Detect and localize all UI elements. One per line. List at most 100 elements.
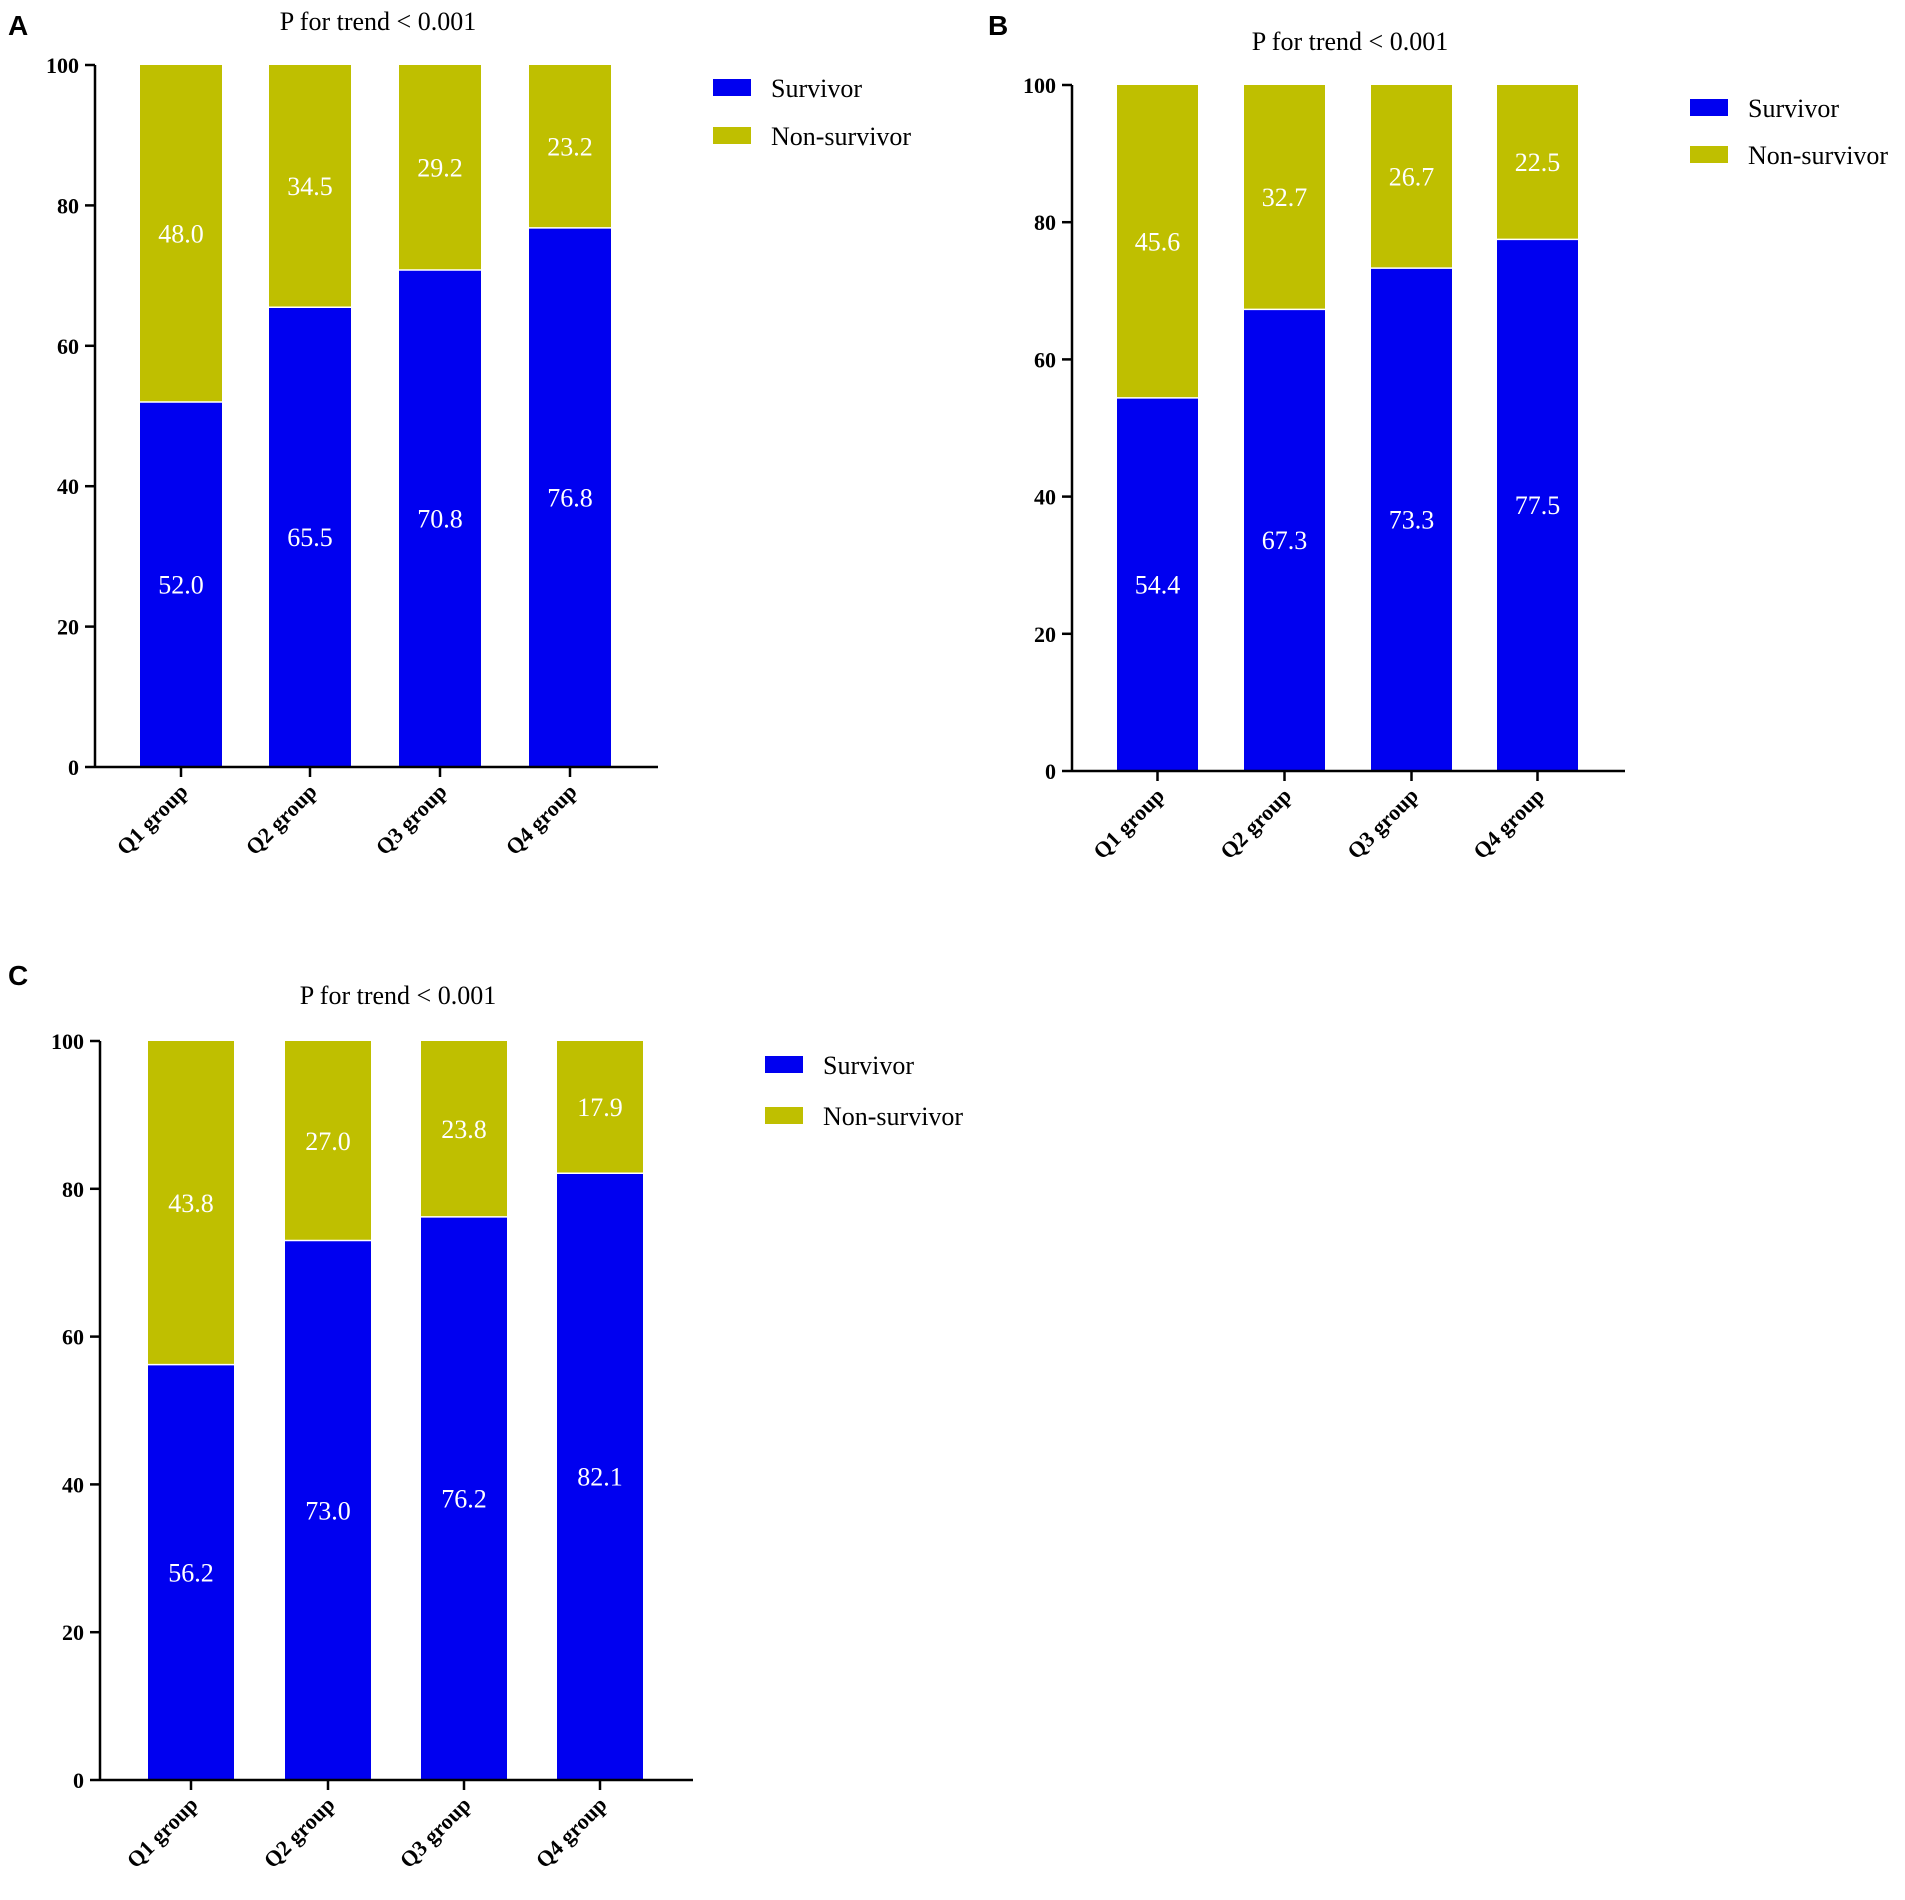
bar-non-survivor-3	[1371, 85, 1452, 269]
bar-survivor-1	[1117, 397, 1198, 771]
y-tick-label: 20	[62, 1620, 84, 1645]
bar-survivor-3	[399, 269, 481, 767]
bar-survivor-2	[1244, 309, 1325, 771]
label-non-survivor-1: 48.0	[158, 219, 204, 248]
bar-survivor-1	[148, 1364, 234, 1780]
legend-swatch-survivor	[1690, 99, 1728, 116]
y-tick-label: 40	[1034, 485, 1056, 510]
legend-label-survivor: Survivor	[771, 74, 862, 103]
label-survivor-1: 56.2	[168, 1558, 214, 1587]
label-non-survivor-4: 17.9	[577, 1093, 623, 1122]
label-survivor-3: 73.3	[1389, 506, 1435, 535]
legend: Survivor Non-survivor	[713, 74, 911, 151]
legend-label-non-survivor: Non-survivor	[823, 1102, 963, 1131]
label-non-survivor-3: 26.7	[1389, 163, 1435, 192]
bar-survivor-4	[529, 227, 611, 767]
x-tick-label: Q2 group	[241, 779, 322, 860]
bar-non-survivor-1	[140, 65, 222, 402]
label-survivor-2: 67.3	[1262, 526, 1308, 555]
panel-letter: B	[988, 10, 1008, 41]
y-tick-label: 20	[57, 615, 79, 640]
bar-non-survivor-4	[1497, 85, 1578, 240]
y-tick-label: 60	[57, 334, 79, 359]
bar-survivor-4	[1497, 239, 1578, 772]
legend: Survivor Non-survivor	[765, 1051, 963, 1131]
bar-non-survivor-1	[148, 1041, 234, 1365]
y-tick-label: 100	[46, 53, 79, 78]
bar-non-survivor-1	[1117, 85, 1198, 398]
legend-swatch-non-survivor	[713, 127, 751, 144]
x-tick-label: Q4 group	[531, 1792, 612, 1873]
chart-title: P for trend < 0.001	[300, 981, 496, 1010]
y-tick-label: 0	[68, 755, 79, 780]
y-tick-label: 80	[1034, 210, 1056, 235]
chart-panel-a: A P for trend < 0.001 52.0 48.0 65.5 34.5 70.8…	[8, 7, 911, 860]
label-non-survivor-3: 23.8	[441, 1115, 487, 1144]
label-survivor-4: 76.8	[547, 483, 593, 512]
bar-non-survivor-4	[529, 65, 611, 228]
label-survivor-3: 76.2	[441, 1484, 487, 1513]
x-tick-label: Q1 group	[122, 1792, 203, 1873]
label-non-survivor-4: 23.2	[547, 132, 593, 161]
y-tick-label: 100	[1023, 73, 1056, 98]
label-survivor-1: 52.0	[158, 570, 204, 599]
bar-survivor-4	[557, 1173, 643, 1780]
x-tick-label: Q3 group	[1342, 783, 1423, 864]
chart-title: P for trend < 0.001	[280, 7, 476, 36]
label-non-survivor-3: 29.2	[417, 153, 463, 182]
chart-panel-b: B P for trend < 0.001 54.4 45.6 67.3 32.7 73.3…	[988, 10, 1888, 864]
chart-title: P for trend < 0.001	[1252, 27, 1448, 56]
label-survivor-4: 82.1	[577, 1463, 623, 1492]
x-tick-label: Q1 group	[1088, 783, 1169, 864]
label-non-survivor-1: 43.8	[168, 1189, 214, 1218]
bar-survivor-2	[269, 307, 351, 767]
panel-letter: A	[8, 10, 28, 41]
bar-non-survivor-3	[399, 65, 481, 270]
label-non-survivor-2: 34.5	[287, 172, 333, 201]
bar-non-survivor-4	[557, 1041, 643, 1174]
label-non-survivor-4: 22.5	[1515, 148, 1561, 177]
legend-swatch-survivor	[765, 1056, 803, 1073]
label-survivor-4: 77.5	[1515, 491, 1561, 520]
y-tick-label: 20	[1034, 622, 1056, 647]
y-tick-label: 40	[62, 1472, 84, 1497]
y-tick-label: 40	[57, 474, 79, 499]
y-tick-label: 60	[62, 1325, 84, 1350]
bar-non-survivor-3	[421, 1041, 507, 1217]
y-tick-label: 0	[1045, 759, 1056, 784]
legend-label-survivor: Survivor	[823, 1051, 914, 1080]
label-survivor-2: 73.0	[305, 1496, 351, 1525]
bar-survivor-3	[421, 1216, 507, 1780]
label-survivor-1: 54.4	[1135, 570, 1181, 599]
legend-swatch-non-survivor	[1690, 146, 1728, 163]
bar-non-survivor-2	[1244, 85, 1325, 310]
label-non-survivor-1: 45.6	[1135, 227, 1181, 256]
panel-letter: C	[8, 960, 28, 991]
x-tick-label: Q4 group	[1468, 783, 1549, 864]
legend-swatch-non-survivor	[765, 1107, 803, 1124]
label-survivor-2: 65.5	[287, 523, 333, 552]
y-tick-label: 80	[57, 193, 79, 218]
legend-label-non-survivor: Non-survivor	[1748, 141, 1888, 170]
label-survivor-3: 70.8	[417, 504, 463, 533]
x-tick-label: Q2 group	[259, 1792, 340, 1873]
legend: Survivor Non-survivor	[1690, 94, 1888, 170]
bar-survivor-3	[1371, 268, 1452, 771]
y-tick-label: 80	[62, 1177, 84, 1202]
y-tick-label: 60	[1034, 347, 1056, 372]
x-tick-label: Q3 group	[371, 779, 452, 860]
x-tick-label: Q1 group	[112, 779, 193, 860]
legend-label-non-survivor: Non-survivor	[771, 122, 911, 151]
bar-survivor-1	[140, 401, 222, 767]
label-non-survivor-2: 32.7	[1262, 183, 1308, 212]
chart-panel-c: C P for trend < 0.001 56.2 43.8 73.0 27.0 76.2…	[8, 960, 963, 1873]
bar-survivor-2	[285, 1240, 371, 1780]
y-tick-label: 100	[51, 1029, 84, 1054]
y-tick-label: 0	[73, 1768, 84, 1793]
bar-non-survivor-2	[285, 1041, 371, 1241]
legend-swatch-survivor	[713, 79, 751, 96]
legend-label-survivor: Survivor	[1748, 94, 1839, 123]
x-tick-label: Q2 group	[1215, 783, 1296, 864]
label-non-survivor-2: 27.0	[305, 1127, 351, 1156]
